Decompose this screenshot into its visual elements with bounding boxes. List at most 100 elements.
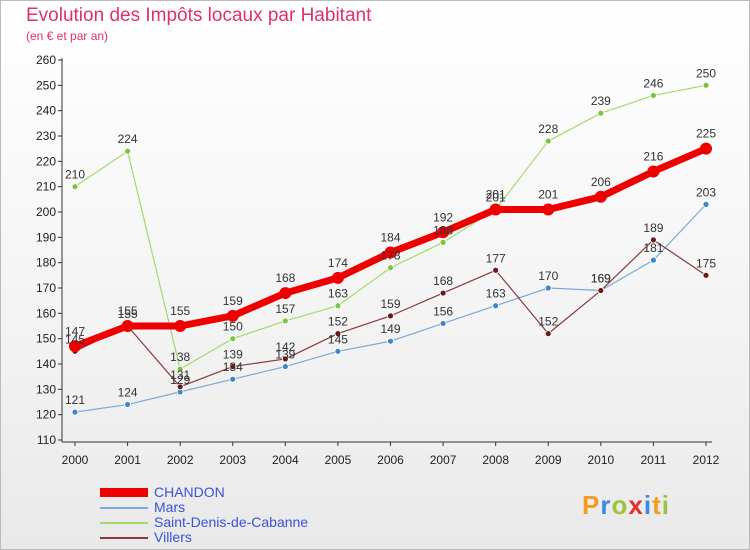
data-point-villers — [334, 330, 342, 338]
data-point-chandon — [542, 203, 555, 216]
data-point-villers — [281, 355, 289, 363]
data-point-mars — [544, 284, 552, 292]
data-label-mars: 156 — [433, 304, 453, 318]
data-label-mars: 145 — [328, 332, 348, 346]
y-tick-label: 140 — [36, 357, 56, 371]
data-point-saint-denis-de-cabanne — [71, 183, 79, 191]
y-tick-label: 180 — [36, 256, 56, 270]
data-label-saint-denis-de-cabanne: 246 — [643, 76, 663, 90]
data-point-villers — [492, 266, 500, 274]
data-label-mars: 124 — [118, 386, 138, 400]
x-tick-label: 2006 — [377, 453, 404, 467]
data-point-mars — [439, 320, 447, 327]
data-point-chandon — [647, 165, 660, 178]
data-point-villers — [387, 312, 394, 320]
y-tick-label: 230 — [36, 129, 56, 143]
data-label-chandon: 216 — [643, 149, 663, 163]
proxiti-logo: Proxiti — [582, 490, 670, 521]
data-label-saint-denis-de-cabanne: 210 — [65, 168, 85, 182]
data-point-villers — [176, 383, 184, 391]
data-label-villers: 169 — [591, 272, 611, 286]
data-label-chandon: 225 — [696, 127, 716, 141]
data-label-chandon: 168 — [275, 271, 295, 285]
legend-label: CHANDON — [154, 484, 225, 500]
data-label-mars: 149 — [380, 322, 400, 336]
data-point-mars — [281, 363, 289, 370]
data-point-mars — [492, 302, 500, 310]
data-point-saint-denis-de-cabanne — [439, 238, 447, 246]
y-tick-label: 250 — [36, 78, 56, 92]
logo-letter: P — [582, 490, 601, 520]
data-label-saint-denis-de-cabanne: 250 — [696, 66, 716, 80]
x-tick-label: 2010 — [587, 453, 614, 467]
data-point-saint-denis-de-cabanne — [124, 147, 131, 155]
data-label-villers: 142 — [275, 340, 295, 354]
data-label-saint-denis-de-cabanne: 201 — [486, 190, 506, 204]
x-tick-label: 2007 — [430, 453, 457, 467]
data-label-mars: 169 — [591, 272, 611, 286]
y-tick-label: 210 — [36, 180, 56, 194]
data-label-villers: 189 — [643, 221, 663, 235]
data-label-villers: 139 — [223, 348, 243, 362]
data-label-chandon: 159 — [223, 294, 243, 308]
data-label-chandon: 155 — [170, 304, 190, 318]
data-label-saint-denis-de-cabanne: 138 — [170, 350, 190, 364]
data-point-saint-denis-de-cabanne — [702, 81, 710, 89]
data-label-villers: 159 — [380, 297, 400, 311]
legend-swatch-mars — [100, 507, 148, 509]
data-point-saint-denis-de-cabanne — [176, 365, 184, 373]
data-point-chandon — [226, 309, 239, 322]
y-tick-label: 190 — [36, 230, 56, 244]
data-label-mars: 129 — [170, 373, 190, 387]
data-point-mars — [650, 256, 657, 264]
data-label-saint-denis-de-cabanne: 157 — [275, 302, 295, 316]
data-point-saint-denis-de-cabanne — [281, 317, 289, 325]
data-point-mars — [71, 408, 79, 416]
data-label-villers: 155 — [118, 307, 138, 321]
data-label-mars: 163 — [486, 287, 506, 301]
y-tick-label: 130 — [36, 382, 56, 396]
data-label-villers: 145 — [65, 332, 85, 346]
data-point-chandon — [279, 287, 292, 300]
data-point-chandon — [331, 271, 344, 284]
data-label-villers: 175 — [696, 256, 716, 270]
data-point-villers — [597, 287, 605, 294]
x-tick-label: 2011 — [641, 453, 667, 467]
data-point-mars — [387, 337, 394, 345]
data-point-chandon — [384, 246, 397, 259]
legend-swatch-villers — [100, 537, 148, 539]
legend-swatch-saint-denis — [100, 522, 148, 524]
data-label-chandon: 174 — [328, 256, 348, 270]
data-point-chandon — [121, 320, 134, 332]
y-tick-label: 170 — [36, 281, 56, 295]
legend-label: Mars — [154, 499, 186, 515]
data-point-mars — [229, 375, 237, 383]
x-tick-label: 2002 — [167, 453, 194, 467]
data-label-saint-denis-de-cabanne: 239 — [591, 94, 611, 108]
data-point-villers — [439, 289, 447, 297]
data-label-villers: 177 — [486, 251, 506, 265]
data-label-mars: 134 — [223, 360, 243, 374]
x-tick-label: 2001 — [114, 453, 141, 467]
y-tick-label: 200 — [36, 205, 56, 219]
y-tick-label: 110 — [37, 433, 56, 447]
chart-title: Evolution des Impôts locaux par Habitant — [26, 5, 372, 26]
x-tick-label: 2012 — [693, 453, 720, 467]
data-point-chandon — [700, 142, 712, 155]
data-point-chandon — [174, 320, 187, 332]
data-label-saint-denis-de-cabanne: 224 — [118, 132, 138, 146]
x-tick-label: 2009 — [535, 453, 562, 467]
data-point-saint-denis-de-cabanne — [544, 137, 552, 145]
data-label-villers: 168 — [433, 274, 453, 288]
x-tick-label: 2004 — [272, 453, 299, 467]
data-label-saint-denis-de-cabanne: 188 — [433, 223, 453, 237]
data-point-mars — [124, 401, 131, 408]
data-label-mars: 170 — [538, 269, 558, 283]
data-label-chandon: 192 — [433, 210, 453, 224]
data-point-saint-denis-de-cabanne — [229, 335, 237, 343]
data-label-saint-denis-de-cabanne: 150 — [223, 320, 243, 334]
data-point-chandon — [437, 226, 450, 239]
logo-letter: o — [611, 490, 629, 520]
y-tick-label: 240 — [36, 104, 56, 118]
